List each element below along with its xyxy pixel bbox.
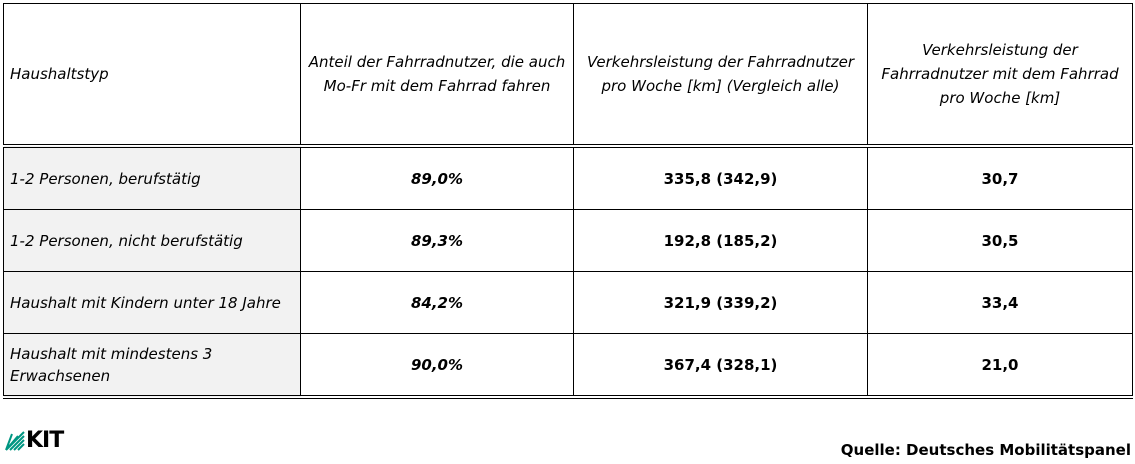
table-cell: 335,8 (342,9) bbox=[573, 145, 868, 210]
table-cell: 30,7 bbox=[867, 145, 1133, 210]
table-cell: Haushalt mit Kindern unter 18 Jahre bbox=[3, 271, 301, 334]
table-cell: 1-2 Personen, berufstätig bbox=[3, 145, 301, 210]
table-cell: 192,8 (185,2) bbox=[573, 209, 868, 272]
table-cell: 33,4 bbox=[867, 271, 1133, 334]
table-cell: 21,0 bbox=[867, 333, 1133, 399]
logo-mark bbox=[5, 430, 25, 451]
table-row: Haushalt mit mindestens 3 Erwachsenen 90,… bbox=[3, 333, 1133, 399]
table-body: 1-2 Personen, berufstätig 89,0% 335,8 (342… bbox=[3, 145, 1133, 399]
kit-logo: KIT bbox=[4, 428, 64, 453]
logo-text: KIT bbox=[26, 428, 64, 453]
table-cell: 1-2 Personen, nicht berufstätig bbox=[3, 209, 301, 272]
header-row: Haushaltstyp Anteil der Fahrradnutzer, di… bbox=[3, 3, 1133, 148]
source-note: Quelle: Deutsches Mobilitätspanel bbox=[840, 441, 1131, 459]
table-cell: 30,5 bbox=[867, 209, 1133, 272]
header-cell: Haushaltstyp bbox=[3, 3, 301, 148]
header-cell: Verkehrsleistung der Fahrradnutzer pro W… bbox=[573, 3, 868, 148]
table-cell: 89,0% bbox=[300, 145, 574, 210]
header-cell: Anteil der Fahrradnutzer, die auch Mo-Fr… bbox=[300, 3, 574, 148]
table-cell: 321,9 (339,2) bbox=[573, 271, 868, 334]
header-cell: Verkehrsleistung der Fahrradnutzer mit d… bbox=[867, 3, 1133, 148]
table-cell: Haushalt mit mindestens 3 Erwachsenen bbox=[3, 333, 301, 399]
table-row: 1-2 Personen, berufstätig 89,0% 335,8 (342… bbox=[3, 145, 1133, 210]
table-row: Haushalt mit Kindern unter 18 Jahre 84,2%… bbox=[3, 271, 1133, 334]
table-cell: 367,4 (328,1) bbox=[573, 333, 868, 399]
table-cell: 84,2% bbox=[300, 271, 574, 334]
table-cell: 90,0% bbox=[300, 333, 574, 399]
table-cell: 89,3% bbox=[300, 209, 574, 272]
table-row: 1-2 Personen, nicht berufstätig 89,3% 192,… bbox=[3, 209, 1133, 272]
data-table: Haushaltstyp Anteil der Fahrradnutzer, di… bbox=[3, 3, 1133, 399]
